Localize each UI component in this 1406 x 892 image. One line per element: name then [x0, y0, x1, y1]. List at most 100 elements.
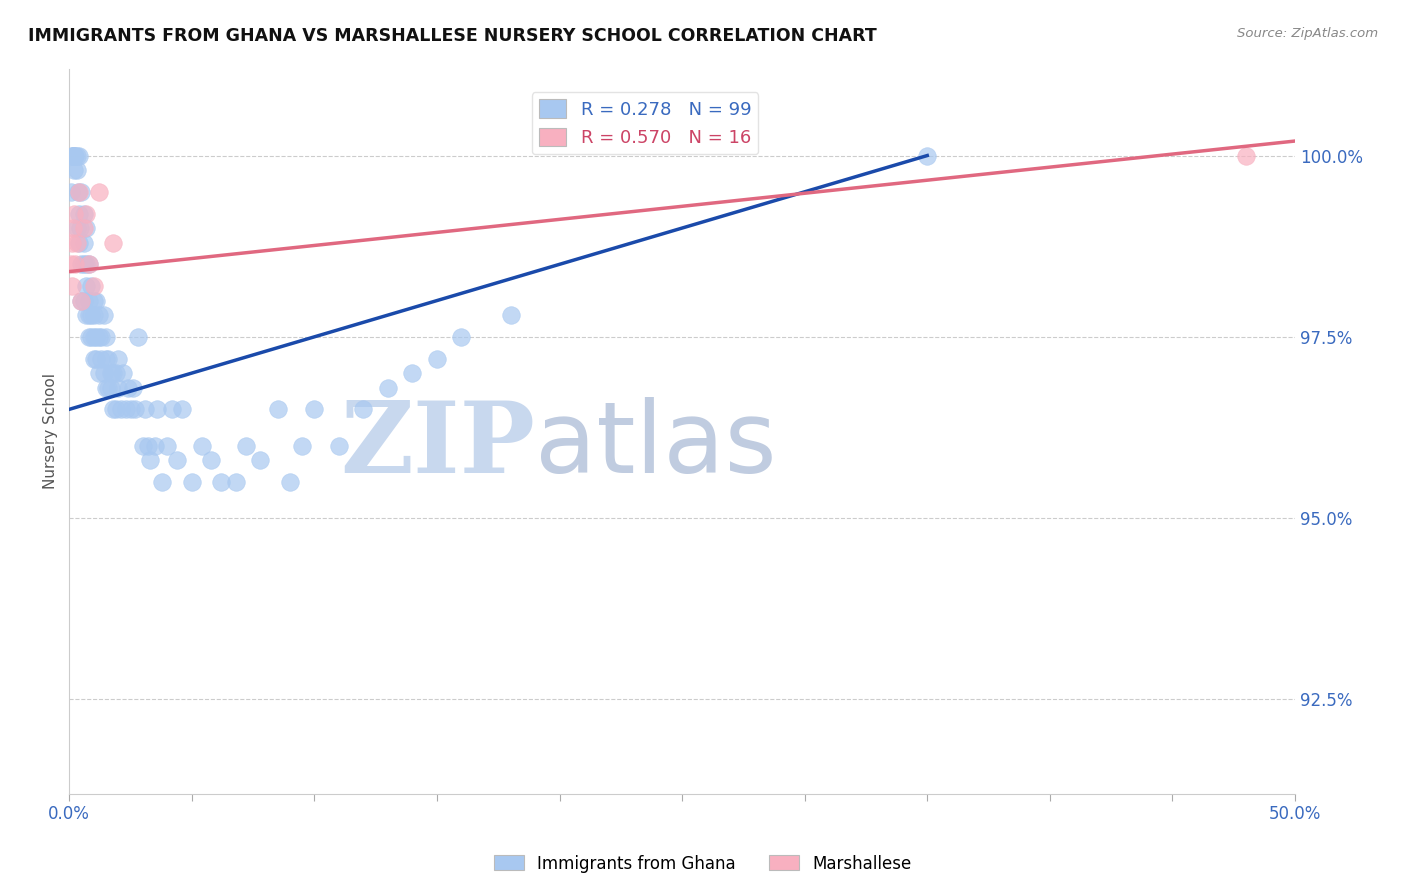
- Point: [136, 439, 159, 453]
- Point: [63, 206, 86, 220]
- Point: [77, 330, 100, 344]
- Point: [249, 453, 271, 467]
- Point: [75, 257, 97, 271]
- Point: [83, 330, 105, 344]
- Point: [67, 148, 90, 162]
- Point: [90, 351, 112, 366]
- Point: [304, 402, 326, 417]
- Point: [134, 402, 156, 417]
- Point: [266, 402, 288, 417]
- Point: [107, 351, 129, 366]
- Point: [328, 439, 350, 453]
- Point: [122, 381, 145, 395]
- Point: [87, 185, 110, 199]
- Point: [60, 185, 83, 199]
- Text: ZIP: ZIP: [340, 397, 536, 494]
- Point: [146, 402, 169, 417]
- Point: [67, 235, 90, 250]
- Point: [65, 235, 87, 250]
- Point: [117, 381, 139, 395]
- Point: [150, 475, 173, 489]
- Point: [75, 279, 97, 293]
- Point: [377, 381, 399, 395]
- Point: [110, 402, 132, 417]
- Point: [62, 221, 84, 235]
- Point: [124, 402, 146, 417]
- Point: [352, 402, 374, 417]
- Point: [75, 221, 97, 235]
- Legend: Immigrants from Ghana, Marshallese: Immigrants from Ghana, Marshallese: [488, 848, 918, 880]
- Point: [65, 148, 87, 162]
- Point: [60, 148, 83, 162]
- Point: [97, 351, 120, 366]
- Point: [60, 279, 83, 293]
- Point: [87, 366, 110, 380]
- Point: [83, 279, 105, 293]
- Point: [80, 330, 103, 344]
- Point: [77, 257, 100, 271]
- Point: [62, 148, 84, 162]
- Point: [426, 351, 449, 366]
- Point: [69, 221, 91, 235]
- Point: [77, 293, 100, 308]
- Point: [93, 308, 115, 322]
- Point: [1234, 148, 1257, 162]
- Legend: R = 0.278   N = 99, R = 0.570   N = 16: R = 0.278 N = 99, R = 0.570 N = 16: [531, 92, 758, 154]
- Point: [65, 163, 87, 178]
- Point: [291, 439, 314, 453]
- Point: [73, 293, 96, 308]
- Point: [73, 257, 96, 271]
- Point: [77, 308, 100, 322]
- Text: atlas: atlas: [536, 397, 776, 494]
- Point: [63, 148, 86, 162]
- Point: [70, 185, 93, 199]
- Point: [103, 366, 125, 380]
- Point: [90, 330, 112, 344]
- Point: [73, 235, 96, 250]
- Point: [917, 148, 939, 162]
- Point: [120, 402, 142, 417]
- Point: [67, 185, 90, 199]
- Point: [112, 366, 135, 380]
- Point: [84, 293, 107, 308]
- Point: [100, 381, 122, 395]
- Point: [499, 308, 522, 322]
- Point: [225, 475, 247, 489]
- Point: [132, 439, 155, 453]
- Point: [107, 381, 129, 395]
- Point: [104, 402, 127, 417]
- Point: [87, 308, 110, 322]
- Point: [143, 439, 166, 453]
- Point: [75, 308, 97, 322]
- Point: [200, 453, 222, 467]
- Point: [94, 381, 117, 395]
- Point: [209, 475, 232, 489]
- Point: [65, 148, 87, 162]
- Point: [60, 257, 83, 271]
- Point: [235, 439, 257, 453]
- Point: [160, 402, 183, 417]
- Y-axis label: Nursery School: Nursery School: [44, 373, 58, 489]
- Point: [83, 308, 105, 322]
- Point: [87, 330, 110, 344]
- Text: IMMIGRANTS FROM GHANA VS MARSHALLESE NURSERY SCHOOL CORRELATION CHART: IMMIGRANTS FROM GHANA VS MARSHALLESE NUR…: [28, 27, 877, 45]
- Point: [65, 221, 87, 235]
- Point: [70, 293, 93, 308]
- Point: [94, 351, 117, 366]
- Point: [180, 475, 202, 489]
- Point: [278, 475, 301, 489]
- Point: [63, 163, 86, 178]
- Point: [139, 453, 162, 467]
- Point: [75, 206, 97, 220]
- Point: [70, 257, 93, 271]
- Point: [60, 148, 83, 162]
- Point: [83, 293, 105, 308]
- Point: [77, 257, 100, 271]
- Point: [100, 366, 122, 380]
- Point: [127, 330, 149, 344]
- Point: [190, 439, 212, 453]
- Point: [103, 402, 125, 417]
- Point: [104, 366, 127, 380]
- Point: [80, 279, 103, 293]
- Point: [67, 206, 90, 220]
